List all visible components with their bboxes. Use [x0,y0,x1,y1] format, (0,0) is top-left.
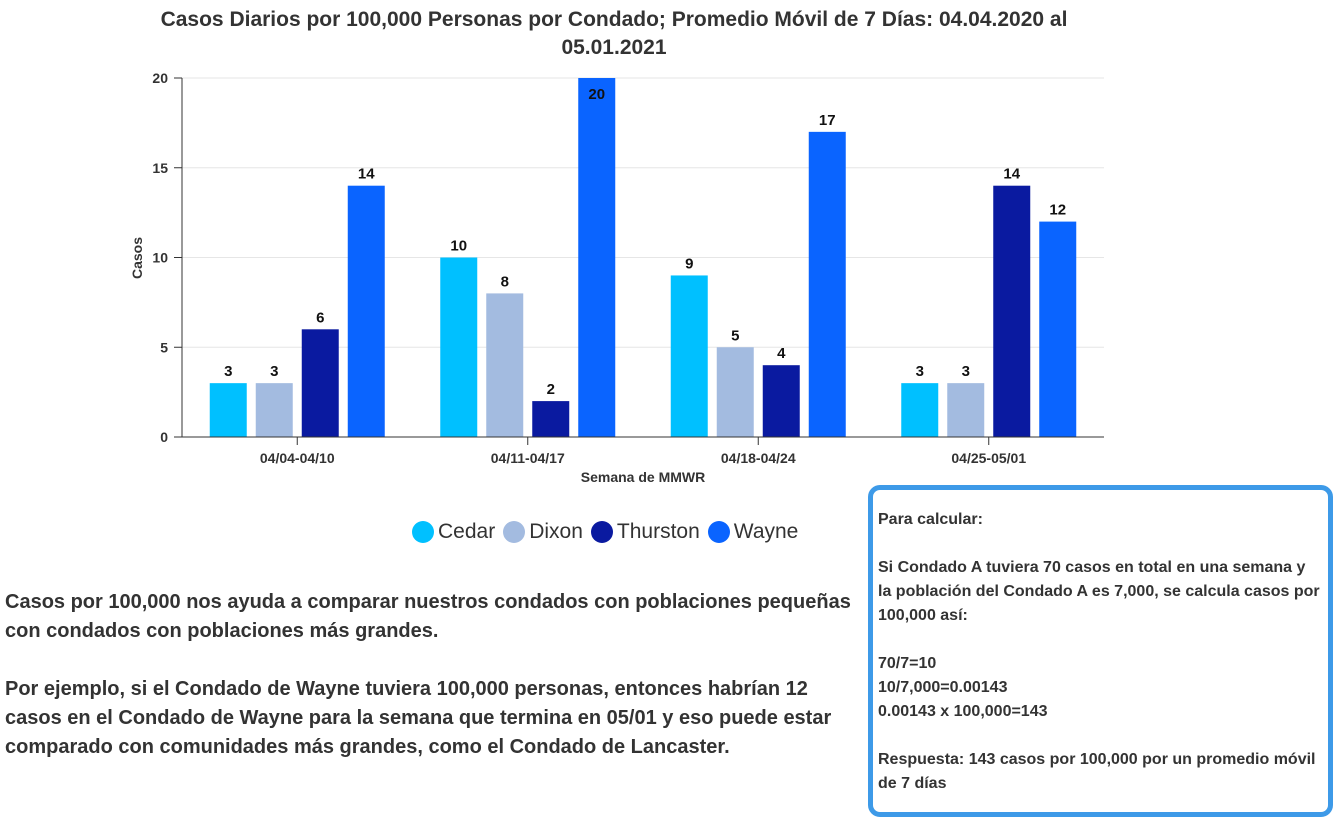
legend-swatch-thurston [590,521,613,543]
data-label-dixon-0: 3 [270,363,278,380]
bar-dixon-1 [486,293,524,437]
data-label-thurston-0: 6 [316,309,324,326]
legend-label-dixon: Dixon [529,520,583,543]
calc-equations: 70/7=10 10/7,000=0.00143 0.00143 x 100,0… [878,652,1323,724]
data-label-dixon-1: 8 [501,273,509,290]
y-tick-label-10: 10 [152,250,168,266]
legend-item-wayne[interactable]: Wayne [707,520,799,544]
data-label-cedar-3: 3 [916,363,924,380]
y-tick-label-15: 15 [152,160,168,176]
bar-thurston-1 [532,401,570,437]
legend-label-thurston: Thurston [616,520,700,543]
calc-answer: Respuesta: 143 casos por 100,000 por un … [878,751,1316,792]
bar-thurston-0 [301,329,339,437]
y-tick-label-0: 0 [160,429,168,445]
legend-label-wayne: Wayne [733,520,799,543]
bar-wayne-3 [1039,221,1077,437]
bar-dixon-3 [947,383,985,437]
calc-heading: Para calcular: [878,511,983,528]
x-tick-label-3: 04/25-05/01 [951,450,1026,466]
x-tick-label-2: 04/18-04/24 [721,450,796,466]
legend-item-dixon[interactable]: Dixon [503,520,583,544]
calc-example: Si Condado A tuviera 70 casos en total e… [878,559,1320,624]
data-label-thurston-1: 2 [547,381,555,398]
x-axis-title: Semana de MMWR [581,469,705,485]
legend-item-thurston[interactable]: Thurston [590,520,700,544]
legend: Cedar Dixon Thurston Wayne [412,520,798,544]
x-tick-label-1: 04/11-04/17 [491,450,565,466]
notes-paragraph-2: Por ejemplo, si el Condado de Wayne tuvi… [5,678,832,758]
bar-cedar-3 [901,383,939,437]
legend-swatch-wayne [707,521,730,543]
x-tick-label-0: 04/04-04/10 [260,450,335,466]
chart-title-line-2: 05.01.2021 [561,36,666,59]
bar-wayne-2 [808,131,846,437]
data-label-dixon-3: 3 [962,363,970,380]
explanatory-notes: Casos por 100,000 nos ayuda a comparar n… [5,588,860,791]
data-label-dixon-2: 5 [731,327,739,344]
y-tick-label-20: 20 [152,70,168,86]
data-label-wayne-0: 14 [358,166,375,183]
legend-item-cedar[interactable]: Cedar [412,520,495,544]
legend-swatch-dixon [503,521,526,543]
data-labels: 3 3 6 14 10 8 2 20 9 5 4 17 3 3 14 12 [224,86,1066,398]
bars [209,78,1077,437]
calculation-box: Para calcular: Si Condado A tuviera 70 c… [868,485,1333,817]
calc-equation-3: 0.00143 x 100,000=143 [878,703,1048,720]
bar-thurston-2 [762,365,800,437]
y-tick-label-5: 5 [160,339,168,355]
bar-wayne-1 [578,78,616,437]
axes: 0 5 10 15 20 04/04-04/10 04/11-04/17 04/18-04/2… [152,70,1104,466]
bar-cedar-0 [209,383,247,437]
data-label-cedar-0: 3 [224,363,232,380]
bar-thurston-3 [993,185,1031,437]
data-label-wayne-2: 17 [819,112,836,129]
legend-swatch-cedar [412,521,434,543]
bar-cedar-2 [670,275,708,437]
data-label-cedar-2: 9 [685,255,693,272]
chart: Casos Diarios por 100,000 Personas por C… [129,8,1104,485]
bar-dixon-2 [716,347,754,437]
data-label-wayne-1: 20 [588,86,605,103]
calc-equation-1: 70/7=10 [878,655,937,672]
bar-wayne-0 [347,185,385,437]
bar-dixon-0 [255,383,293,437]
gridlines [182,77,1104,348]
data-label-thurston-3: 14 [1003,166,1020,183]
calc-equation-2: 10/7,000=0.00143 [878,679,1008,696]
data-label-wayne-3: 12 [1049,202,1066,219]
y-axis-title: Casos [129,237,145,279]
legend-label-cedar: Cedar [438,520,496,543]
data-label-cedar-1: 10 [450,238,467,255]
data-label-thurston-2: 4 [777,345,786,362]
chart-title-line-1: Casos Diarios por 100,000 Personas por C… [161,8,1068,31]
notes-paragraph-1: Casos por 100,000 nos ayuda a comparar n… [5,591,851,642]
bar-cedar-1 [440,257,478,437]
